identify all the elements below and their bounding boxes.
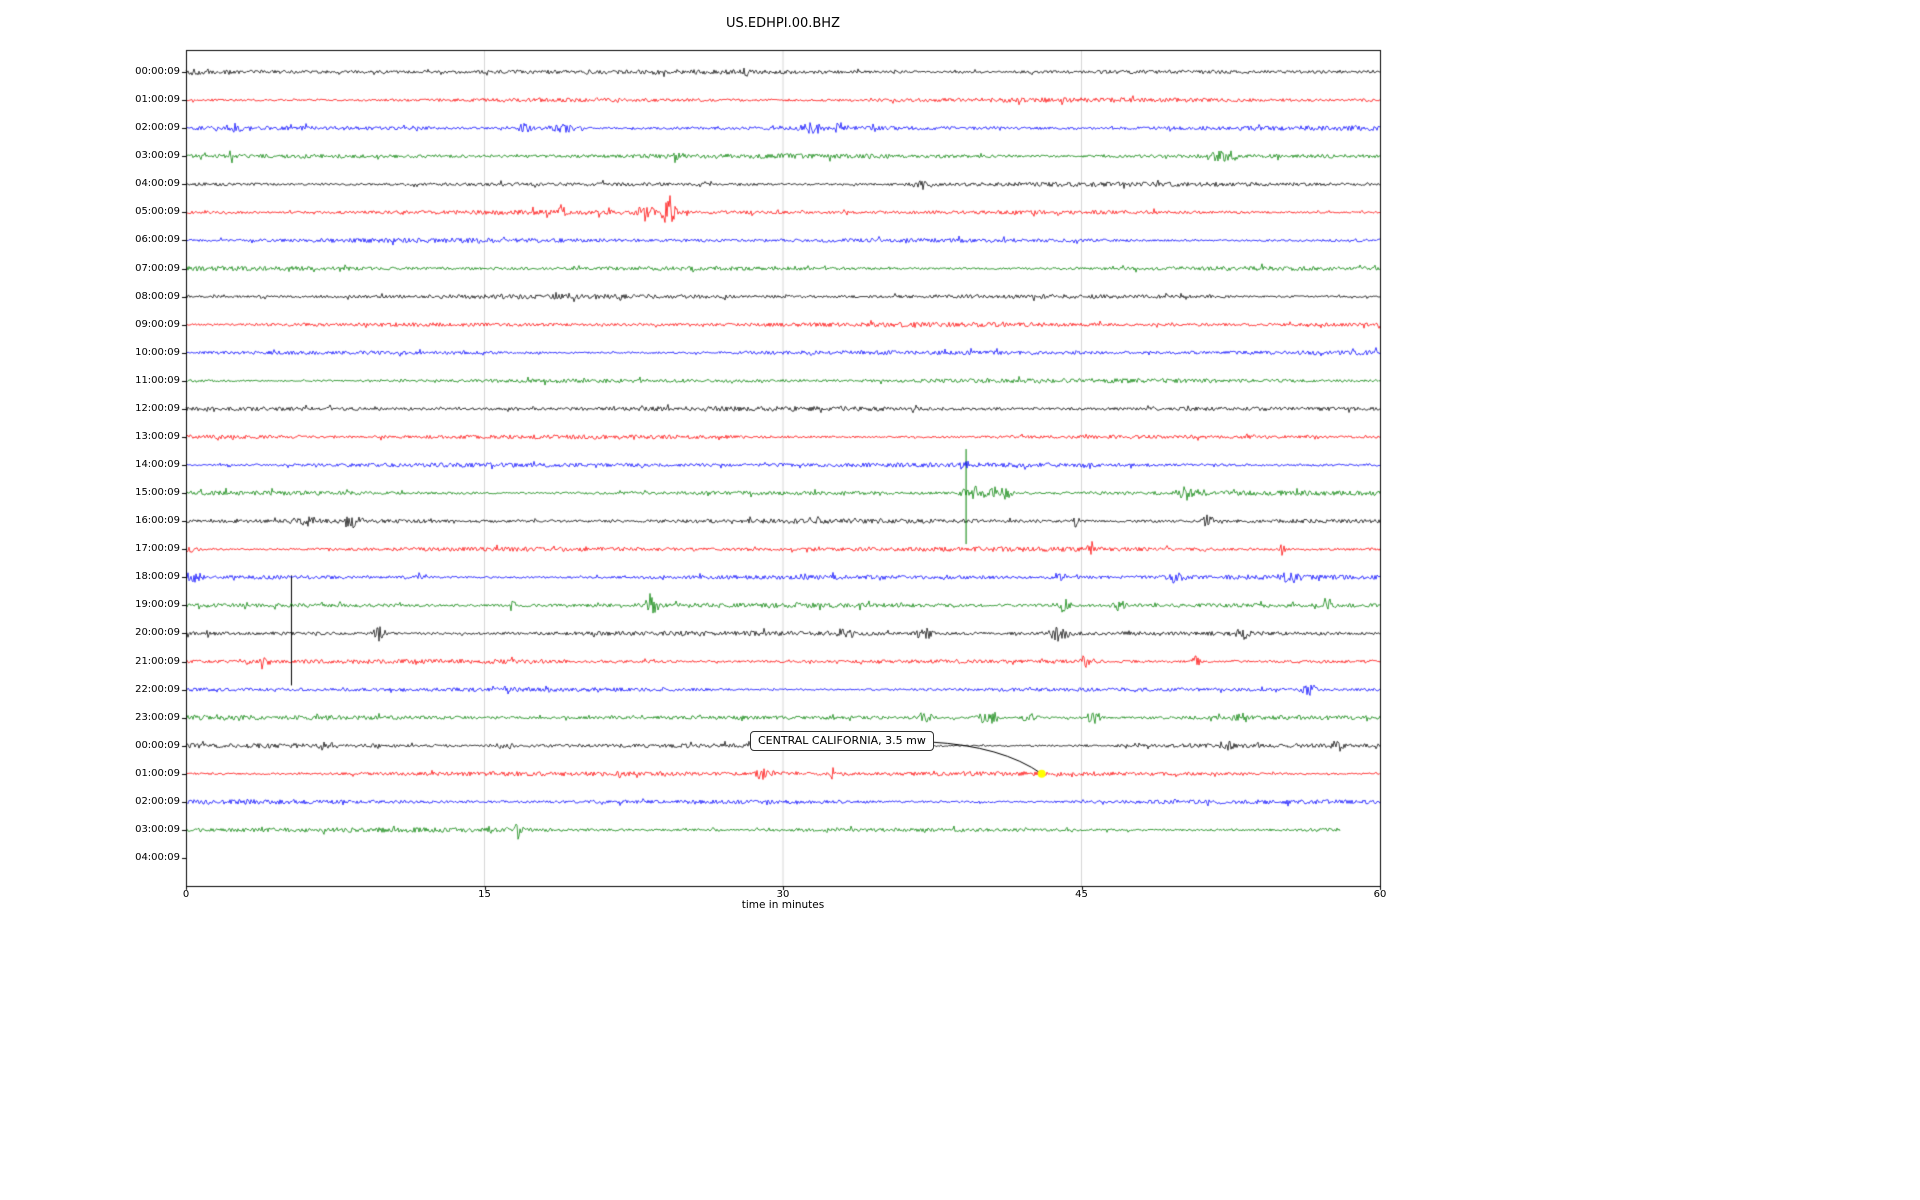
y-tick-label: 20:00:09: [135, 627, 180, 639]
y-tick-label: 02:00:09: [135, 795, 180, 807]
y-tick-label: 13:00:09: [135, 430, 180, 442]
y-tick-label: 04:00:09: [135, 852, 180, 863]
y-tick-label: 19:00:09: [135, 599, 180, 611]
y-tick-label: 03:00:09: [135, 823, 180, 835]
y-tick-label: 18:00:09: [135, 571, 180, 583]
y-tick-label: 12:00:09: [135, 402, 180, 414]
y-tick-label: 14:00:09: [135, 459, 180, 470]
y-tick-label: 02:00:09: [135, 122, 180, 134]
y-tick-label: 01:00:09: [135, 94, 180, 106]
y-tick-label: 00:00:09: [135, 66, 180, 77]
x-tick-label: 60: [1373, 889, 1387, 900]
y-tick-label: 22:00:09: [135, 683, 180, 695]
y-tick-label: 15:00:09: [135, 487, 180, 499]
event-annotation: CENTRAL CALIFORNIA, 3.5 mw: [750, 731, 934, 751]
y-tick-label: 17:00:09: [135, 543, 180, 555]
x-tick-label: 45: [1075, 889, 1088, 900]
y-tick-label: 11:00:09: [135, 374, 180, 386]
y-tick-label: 07:00:09: [135, 262, 180, 274]
y-tick-label: 05:00:09: [135, 206, 180, 218]
y-tick-label: 09:00:09: [135, 318, 180, 330]
y-tick-label: 00:00:09: [135, 739, 180, 751]
x-axis-title: time in minutes: [741, 899, 825, 911]
x-tick-label: 0: [182, 889, 190, 900]
y-tick-label: 08:00:09: [135, 290, 180, 302]
y-tick-label: 04:00:09: [135, 178, 180, 190]
y-tick-label: 03:00:09: [135, 150, 180, 162]
y-tick-label: 06:00:09: [135, 234, 180, 246]
y-tick-label: 16:00:09: [135, 515, 180, 527]
x-tick-label: 30: [776, 889, 790, 900]
y-tick-label: 21:00:09: [135, 655, 180, 667]
y-tick-label: 10:00:09: [135, 346, 180, 358]
x-tick-label: 15: [478, 889, 491, 900]
y-tick-label: 01:00:09: [135, 767, 180, 779]
y-tick-label: 23:00:09: [135, 711, 180, 723]
